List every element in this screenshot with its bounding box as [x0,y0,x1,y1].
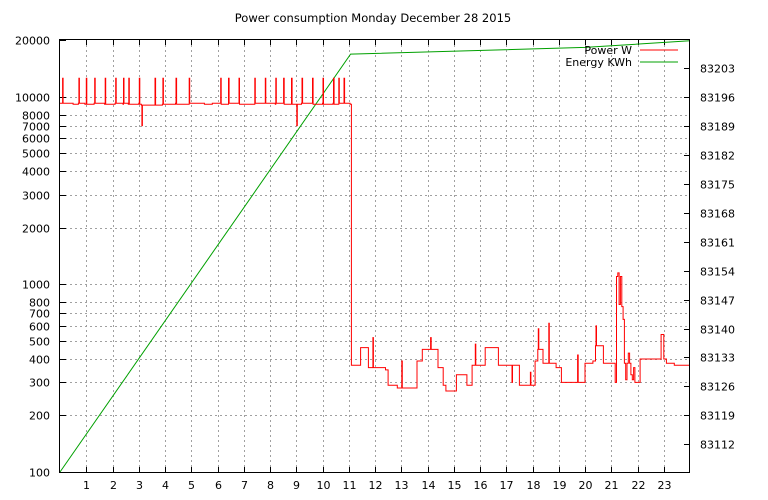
left-tick-label: 100 [29,467,50,480]
x-tick-label: 16 [474,479,488,492]
left-tick-label: 500 [29,336,50,349]
x-tick-label: 13 [395,479,409,492]
x-tick-label: 8 [267,479,274,492]
right-tick-label: 83189 [700,121,735,134]
x-tick-label: 12 [369,479,383,492]
left-tick-label: 1000 [22,279,50,292]
right-tick-label: 83154 [700,266,735,279]
left-tick-label: 3000 [22,190,50,203]
x-tick-label: 3 [136,479,143,492]
x-tick-label: 7 [241,479,248,492]
x-tick-label: 19 [553,479,567,492]
x-tick-label: 10 [317,479,331,492]
x-tick-label: 5 [188,479,195,492]
right-tick-label: 83175 [700,179,735,192]
left-tick-label: 7000 [22,121,50,134]
left-tick-label: 400 [29,354,50,367]
chart-title: Power consumption Monday December 28 201… [235,11,511,25]
x-axis-ticks: 1 2 3 4 5 6 7 8 9 10 11 12 13 14 15 16 17 18 19 20 21 22 23 [83,40,672,492]
x-tick-label: 23 [658,479,672,492]
right-tick-label: 83126 [700,381,735,394]
grid-lines [60,40,690,472]
right-tick-label: 83119 [700,410,735,423]
x-tick-label: 6 [215,479,222,492]
series-energy-line [59,40,691,473]
legend: Power W Energy KWh [565,44,678,69]
right-tick-label: 83168 [700,208,735,221]
left-tick-label: 10000 [15,92,50,105]
left-tick-label: 6000 [22,133,50,146]
right-tick-label: 83140 [700,324,735,337]
left-tick-label: 600 [29,321,50,334]
series-power-line [60,77,690,392]
left-tick-label: 20000 [15,35,50,48]
plot-frame [59,39,690,473]
x-tick-label: 20 [579,479,593,492]
x-tick-label: 17 [500,479,514,492]
x-tick-label: 18 [527,479,541,492]
right-tick-label: 83203 [700,63,735,76]
x-tick-label: 11 [343,479,357,492]
x-tick-label: 22 [632,479,646,492]
left-tick-label: 4000 [22,166,50,179]
right-tick-label: 83182 [700,150,735,163]
left-tick-label: 800 [29,297,50,310]
right-tick-label: 83133 [700,352,735,365]
legend-label-power: Power W [584,44,632,57]
right-tick-label: 83161 [700,237,735,250]
right-tick-label: 83112 [700,439,735,452]
x-tick-label: 14 [422,479,436,492]
x-tick-label: 4 [162,479,169,492]
left-tick-label: 700 [29,308,50,321]
left-tick-label: 5000 [22,148,50,161]
left-tick-label: 200 [29,410,50,423]
x-tick-label: 15 [448,479,462,492]
left-tick-label: 2000 [22,223,50,236]
right-tick-label: 83196 [700,92,735,105]
x-tick-label: 1 [83,479,90,492]
left-tick-label: 300 [29,377,50,390]
right-tick-label: 83147 [700,295,735,308]
x-tick-label: 21 [605,479,619,492]
x-tick-label: 9 [293,479,300,492]
x-tick-label: 2 [110,479,117,492]
left-tick-label: 8000 [22,110,50,123]
legend-label-energy: Energy KWh [565,56,632,69]
right-axis-ticks: 83112 83119 83126 83133 83140 83147 83154 83161… [684,63,735,452]
